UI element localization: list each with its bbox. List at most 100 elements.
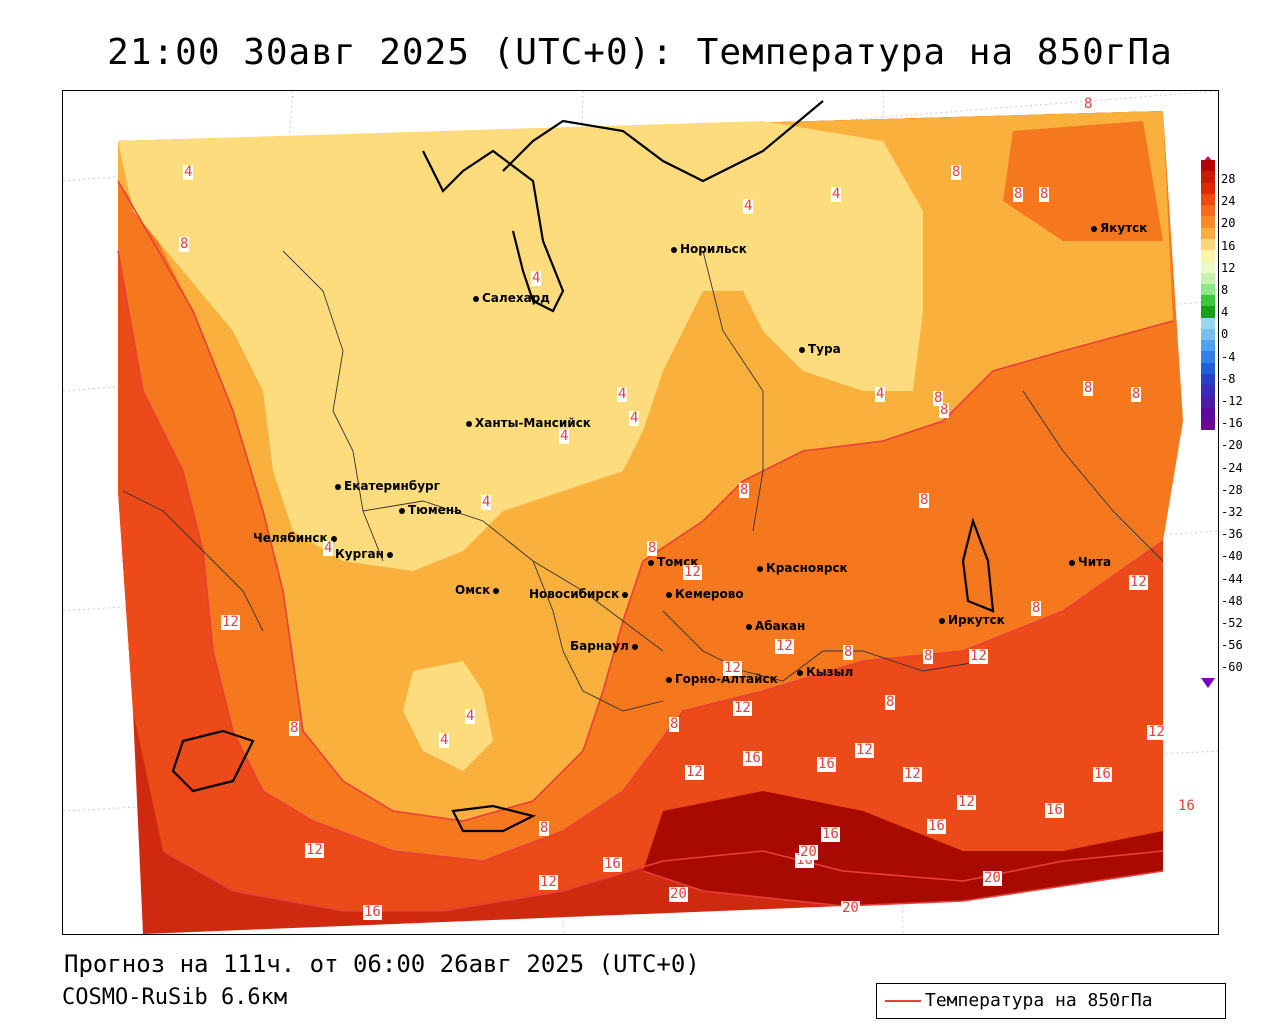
colorbar-segment — [1201, 250, 1215, 261]
contour-label: 4 — [831, 186, 842, 202]
model-name: COSMO-RuSib 6.6км — [62, 985, 288, 1010]
city-kyzyl: Кызыл — [797, 665, 853, 679]
city-gorno-altaysk: Горно-Алтайск — [666, 672, 778, 686]
colorbar-tick-label: 0 — [1221, 327, 1229, 342]
colorbar-segment — [1201, 261, 1215, 273]
contour-label: 4 — [617, 386, 628, 402]
contour-label: 8 — [739, 482, 750, 498]
colorbar-segment — [1201, 295, 1215, 306]
colorbar-tick-label: -40 — [1221, 549, 1243, 564]
contour-label: 8 — [1083, 380, 1094, 396]
contour-label: 4 — [465, 708, 476, 724]
colorbar-tick-label: 8 — [1221, 283, 1229, 297]
contour-label: 12 — [683, 564, 702, 580]
city-novosibirsk: Новосибирск — [529, 587, 631, 601]
contour-label: 12 — [775, 638, 794, 654]
colorbar-segment — [1201, 171, 1215, 183]
colorbar-segment — [1201, 306, 1215, 318]
contour-label: 12 — [855, 742, 874, 758]
contour-label: 12 — [685, 764, 704, 780]
temp-warm-island — [403, 661, 493, 771]
colorbar-segment — [1201, 418, 1215, 430]
contour-label: 16 — [1177, 798, 1196, 814]
colorbar-tick-label: 24 — [1221, 194, 1236, 209]
colorbar-segment — [1201, 283, 1215, 295]
colorbar-segment — [1201, 193, 1215, 205]
colorbar-segment — [1201, 272, 1215, 284]
contour-label: 8 — [885, 694, 896, 710]
contour-label: 20 — [983, 870, 1002, 886]
colorbar-segment — [1201, 340, 1215, 351]
colorbar-tick-label: 4 — [1221, 305, 1229, 320]
isotherms — [117, 180, 1174, 912]
contour-label: 8 — [919, 492, 930, 508]
contour-label: 16 — [363, 904, 382, 920]
colorbar-segment — [1201, 227, 1215, 239]
colorbar-scale — [1201, 160, 1215, 430]
temp-cool-patch — [1003, 121, 1163, 241]
contour-label: 8 — [923, 648, 934, 664]
colorbar-segment — [1201, 205, 1215, 216]
colorbar-segment — [1201, 407, 1215, 419]
contour-label: 8 — [1083, 96, 1094, 112]
contour-label: 8 — [179, 236, 190, 252]
legend-box: Температура на 850гПа — [876, 983, 1226, 1019]
colorbar-segment — [1201, 328, 1215, 340]
contour-label: 16 — [1045, 802, 1064, 818]
colorbar-tick-label: 28 — [1221, 172, 1236, 186]
map-canvas — [63, 91, 1218, 934]
colorbar-tick-label: -44 — [1221, 571, 1243, 586]
city-abakan: Абакан — [746, 619, 805, 633]
contour-label: 16 — [743, 750, 762, 766]
colorbar-tick-label: 16 — [1221, 238, 1236, 253]
contour-label: 8 — [289, 720, 300, 736]
colorbar-tick-label: -12 — [1221, 394, 1243, 408]
colorbar-segment — [1201, 396, 1215, 408]
temp-zone-0 — [118, 121, 923, 571]
colorbar-tick-label: 20 — [1221, 216, 1236, 231]
city-salekhard: Салехард — [473, 291, 550, 305]
coastlines — [171, 100, 995, 833]
contour-label: 4 — [559, 428, 570, 444]
contour-label: 8 — [539, 820, 550, 836]
contour-label: 4 — [439, 732, 450, 748]
city-chita: Чита — [1069, 555, 1111, 569]
city-chelyabinsk: Челябинск — [253, 531, 340, 545]
contour-label: 4 — [743, 198, 754, 214]
contour-label: 4 — [629, 410, 640, 426]
temperature-map: Норильск Якутск Салехард Тура Ханты-Манс… — [62, 90, 1219, 935]
colorbar-segment — [1201, 238, 1215, 250]
contour-label: 4 — [323, 540, 334, 556]
colorbar-segment — [1201, 373, 1215, 385]
contour-label: 12 — [1147, 724, 1166, 740]
contour-label: 8 — [933, 390, 944, 406]
contour-label: 8 — [669, 716, 680, 732]
colorbar-segment — [1201, 216, 1215, 228]
contour-label: 8 — [843, 644, 854, 660]
contour-label: 16 — [821, 826, 840, 842]
contour-label: 8 — [647, 540, 658, 556]
contour-label: 12 — [957, 794, 976, 810]
colorbar-segment — [1201, 160, 1215, 171]
contour-label: 16 — [927, 818, 946, 834]
city-tyumen: Тюмень — [399, 503, 462, 517]
contour-label: 8 — [951, 164, 962, 180]
contour-label: 12 — [969, 648, 988, 664]
contour-label: 20 — [669, 886, 688, 902]
contour-label: 4 — [531, 270, 542, 286]
admin-borders — [122, 250, 1164, 712]
contour-label: 12 — [539, 874, 558, 890]
contour-label: 8 — [1039, 186, 1050, 202]
colorbar-tick-label: -32 — [1221, 505, 1243, 519]
city-tura: Тура — [799, 342, 841, 356]
city-krasnoyarsk: Красноярск — [757, 561, 848, 575]
colorbar-segment — [1201, 385, 1215, 396]
city-yekaterinburg: Екатеринбург — [335, 479, 440, 493]
colorbar-segment — [1201, 182, 1215, 194]
colorbar-tick-label: -8 — [1221, 371, 1236, 386]
contour-label: 8 — [1131, 386, 1142, 402]
colorbar-tick-label: -24 — [1221, 460, 1243, 475]
legend-label: Температура на 850гПа — [925, 990, 1153, 1011]
colorbar-tick-label: -48 — [1221, 593, 1243, 608]
colorbar-tick-label: -60 — [1221, 660, 1243, 675]
